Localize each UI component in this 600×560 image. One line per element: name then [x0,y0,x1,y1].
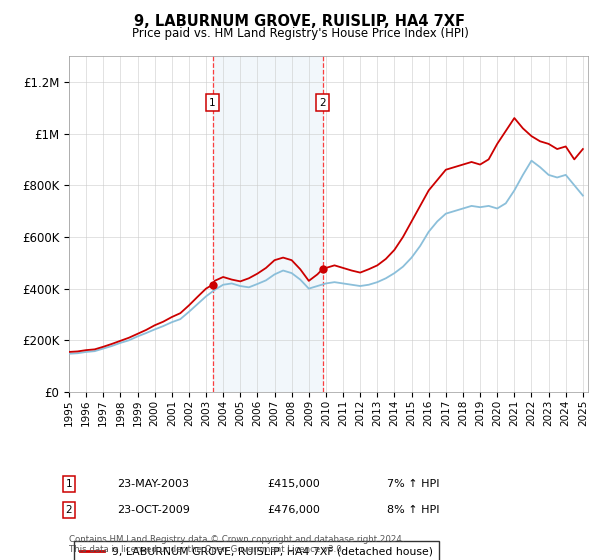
Text: 2: 2 [65,505,73,515]
Text: 23-MAY-2003: 23-MAY-2003 [117,479,189,489]
Text: 8% ↑ HPI: 8% ↑ HPI [387,505,439,515]
Text: 1: 1 [209,97,216,108]
Text: 9, LABURNUM GROVE, RUISLIP, HA4 7XF: 9, LABURNUM GROVE, RUISLIP, HA4 7XF [134,14,466,29]
Text: 1: 1 [65,479,73,489]
Text: Contains HM Land Registry data © Crown copyright and database right 2024.
This d: Contains HM Land Registry data © Crown c… [69,535,404,554]
Text: Price paid vs. HM Land Registry's House Price Index (HPI): Price paid vs. HM Land Registry's House … [131,27,469,40]
Text: £476,000: £476,000 [267,505,320,515]
Text: £415,000: £415,000 [267,479,320,489]
Text: 7% ↑ HPI: 7% ↑ HPI [387,479,439,489]
Legend: 9, LABURNUM GROVE, RUISLIP, HA4 7XF (detached house), HPI: Average price, detach: 9, LABURNUM GROVE, RUISLIP, HA4 7XF (det… [74,542,439,560]
Bar [212,56,323,392]
Text: 23-OCT-2009: 23-OCT-2009 [117,505,190,515]
Text: 2: 2 [319,97,326,108]
